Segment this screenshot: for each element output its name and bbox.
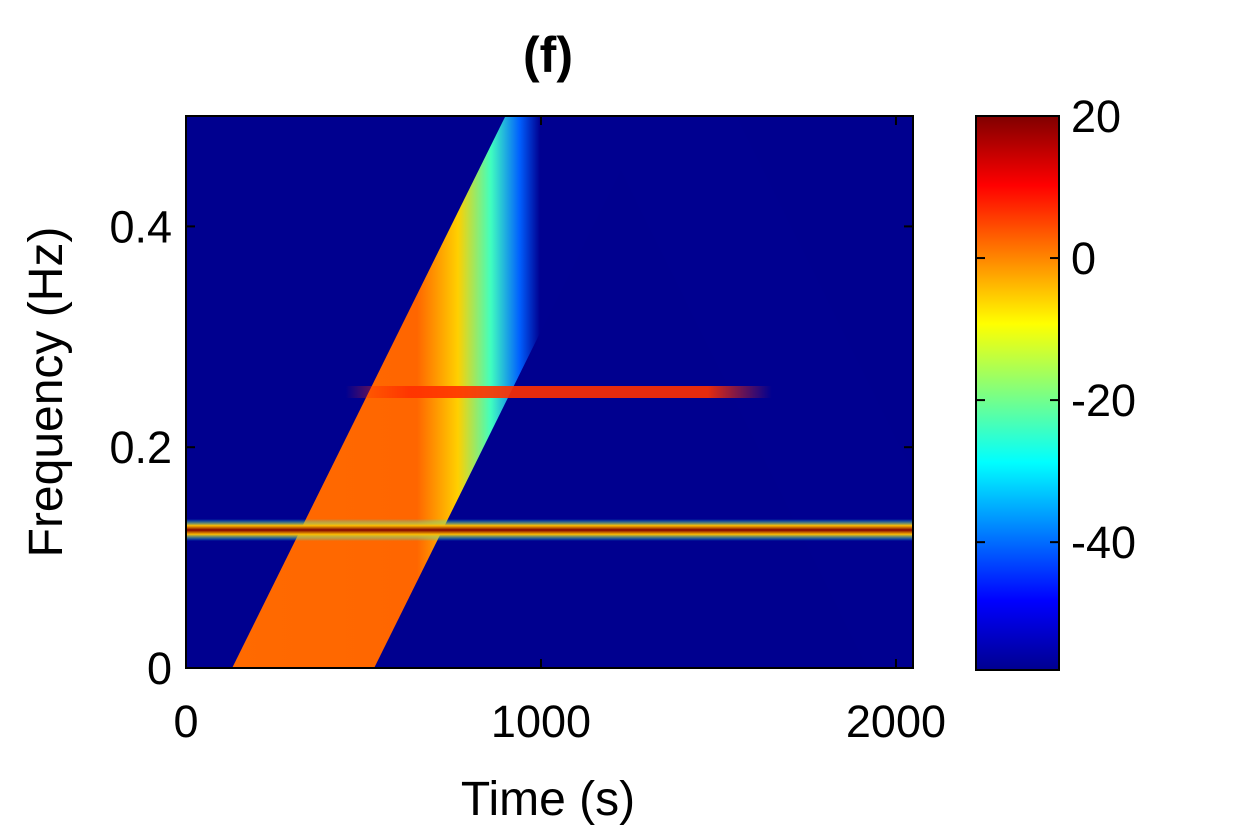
colorbar-tick-label: -20 [1071,375,1136,426]
tone-line-strong [186,519,913,541]
x-tick-label: 2000 [846,696,946,747]
plot-frame [185,115,914,669]
x-tick-label: 0 [173,696,198,747]
heatmap-image [186,116,913,668]
x-axis-ticks: 0 1000 2000 [173,116,946,747]
tone-line-weak [345,386,772,398]
y-tick-label: 0 [147,643,172,694]
colorbar-tick-label: -40 [1071,517,1136,568]
x-tick-label: 1000 [491,696,591,747]
y-tick-label: 0.4 [109,201,172,252]
colorbar [975,115,1060,671]
colorbar-ticks: 20 0 -20 -40 [976,91,1136,568]
y-tick-label: 0.2 [109,422,172,473]
colorbar-tick-label: 20 [1071,91,1121,142]
chart-title: (f) [523,27,573,83]
colorbar-tick-label: 0 [1071,233,1096,284]
y-axis-ticks: 0 0.2 0.4 [109,201,913,694]
x-axis-label: Time (s) [461,773,635,826]
y-axis-label: Frequency (Hz) [20,227,73,558]
